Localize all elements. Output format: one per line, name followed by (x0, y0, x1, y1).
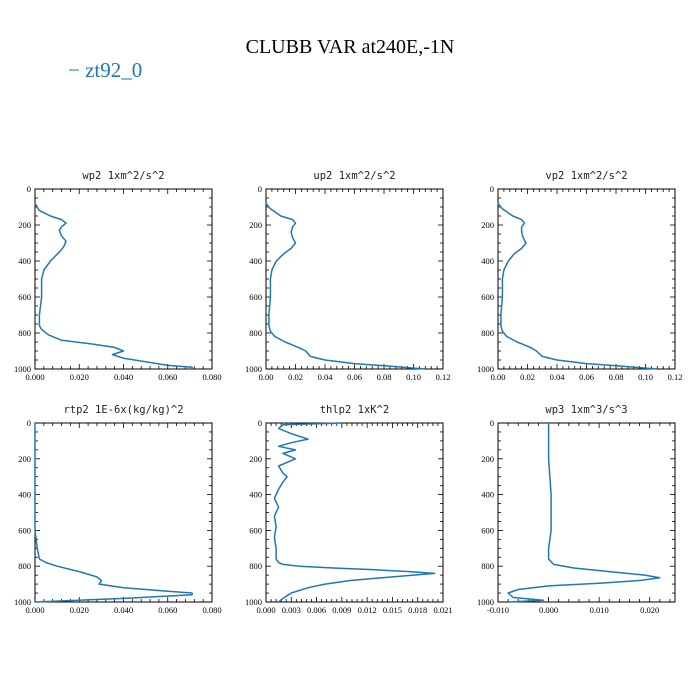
legend-label: zt92_0 (85, 58, 143, 82)
figure-title: CLUBB VAR at240E,-1N (245, 36, 455, 58)
x-tick-label: 0.018 (408, 605, 427, 615)
x-tick-label: 0.006 (307, 605, 326, 615)
x-tick-label: 0.06 (347, 372, 362, 382)
y-tick-label: 400 (481, 490, 494, 500)
x-tick-label: 0.040 (114, 605, 133, 615)
x-tick-label: 0.08 (377, 372, 392, 382)
x-tick-label: 0.040 (114, 372, 133, 382)
y-tick-label: 1000 (477, 364, 494, 374)
plot-frame (497, 188, 676, 370)
y-tick-label: 400 (18, 490, 31, 500)
x-tick-label: 0.020 (70, 372, 89, 382)
x-tick-label: 0.003 (282, 605, 301, 615)
panel-title: wp2 1xm^2/s^2 (82, 170, 164, 182)
panel-title: rtp2 1E-6x(kg/kg)^2 (63, 404, 183, 416)
y-tick-label: 800 (18, 561, 31, 571)
panel-title: thlp2 1xK^2 (320, 404, 390, 416)
plot-frame (34, 188, 213, 370)
y-tick-label: 600 (481, 525, 494, 535)
plot-frame (34, 422, 213, 603)
x-tick-label: 0.02 (520, 372, 535, 382)
y-tick-label: 0 (27, 418, 31, 428)
x-tick-label: 0.000 (539, 605, 558, 615)
panel-title: wp3 1xm^3/s^3 (545, 404, 627, 416)
panel-title: up2 1xm^2/s^2 (313, 170, 395, 182)
series-line-zt92_0 (497, 202, 658, 370)
y-tick-label: 200 (18, 220, 31, 230)
x-tick-label: 0.000 (256, 605, 275, 615)
series-line-zt92_0 (507, 423, 661, 603)
x-tick-label: 0.00 (259, 372, 274, 382)
series-line-zt92_0 (265, 202, 426, 370)
y-tick-label: 600 (18, 292, 31, 302)
x-tick-label: 0.02 (288, 372, 303, 382)
y-tick-label: 0 (490, 418, 494, 428)
x-tick-label: 0.015 (383, 605, 402, 615)
series-line-zt92_0 (273, 422, 436, 603)
y-tick-label: 200 (481, 220, 494, 230)
x-tick-label: 0.12 (436, 372, 451, 382)
plot-frame (265, 188, 444, 370)
x-tick-label: 0.020 (640, 605, 659, 615)
x-tick-label: 0.080 (202, 372, 221, 382)
y-tick-label: 400 (18, 256, 31, 266)
x-tick-label: 0.060 (158, 605, 177, 615)
legend-line-icon: − (68, 58, 80, 82)
x-tick-label: 0.012 (358, 605, 377, 615)
y-tick-label: 600 (249, 292, 262, 302)
y-tick-label: 800 (481, 328, 494, 338)
y-tick-label: 1000 (14, 597, 31, 607)
y-tick-label: 600 (18, 525, 31, 535)
x-tick-label: 0.10 (638, 372, 653, 382)
chart-panel-6: wp3 1xm^3/s^3 0 200 400 600 800 1000-0.010 0.00… (477, 404, 676, 615)
y-tick-label: 0 (258, 184, 262, 194)
series-line-zt92_0 (34, 423, 193, 603)
x-tick-label: 0.00 (491, 372, 506, 382)
y-tick-label: 1000 (245, 597, 262, 607)
y-tick-label: 200 (249, 220, 262, 230)
x-tick-label: 0.060 (158, 372, 177, 382)
x-tick-label: 0.12 (668, 372, 683, 382)
x-tick-label: 0.06 (579, 372, 594, 382)
y-tick-label: 800 (481, 561, 494, 571)
y-tick-label: 400 (249, 490, 262, 500)
x-tick-label: 0.04 (318, 372, 334, 382)
series-line-zt92_0 (34, 203, 193, 369)
y-tick-label: 1000 (14, 364, 31, 374)
y-tick-label: 1000 (245, 364, 262, 374)
panel-title: vp2 1xm^2/s^2 (545, 170, 627, 182)
x-tick-label: 0.009 (332, 605, 351, 615)
y-tick-label: 200 (249, 454, 262, 464)
legend: − zt92_0 (68, 58, 142, 83)
y-tick-label: 1000 (477, 597, 494, 607)
x-tick-label: 0.08 (609, 372, 624, 382)
y-tick-label: 600 (481, 292, 494, 302)
x-tick-label: 0.04 (550, 372, 566, 382)
y-tick-label: 0 (258, 418, 262, 428)
x-tick-label: 0.020 (70, 605, 89, 615)
y-tick-label: 200 (481, 454, 494, 464)
y-tick-label: 400 (249, 256, 262, 266)
x-tick-label: 0.000 (25, 605, 44, 615)
x-tick-label: 0.080 (202, 605, 221, 615)
y-tick-label: 800 (249, 328, 262, 338)
chart-panel-4: rtp2 1E-6x(kg/kg)^2 0 200 400 600 800 10000.00… (14, 404, 222, 615)
y-tick-label: 0 (27, 184, 31, 194)
x-tick-label: 0.010 (590, 605, 609, 615)
x-tick-label: 0.021 (433, 605, 452, 615)
y-tick-label: 600 (249, 525, 262, 535)
x-tick-label: 0.10 (406, 372, 421, 382)
y-tick-label: 400 (481, 256, 494, 266)
x-tick-label: 0.000 (25, 372, 44, 382)
y-tick-label: 0 (490, 184, 494, 194)
y-tick-label: 800 (18, 328, 31, 338)
y-tick-label: 200 (18, 454, 31, 464)
y-tick-label: 800 (249, 561, 262, 571)
x-tick-label: -0.010 (487, 605, 509, 615)
